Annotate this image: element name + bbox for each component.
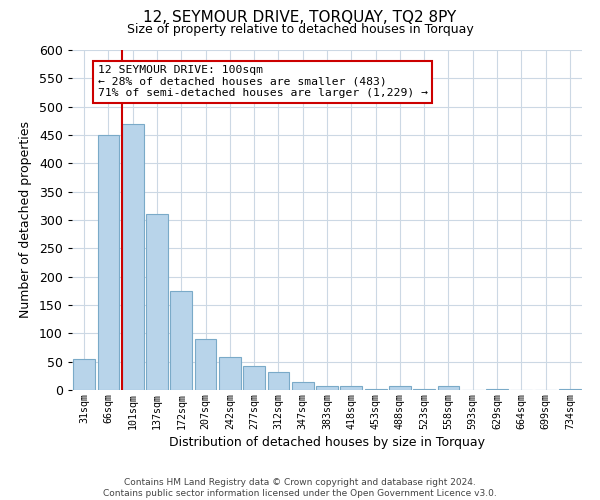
Bar	[73, 359, 95, 390]
Bar	[316, 386, 338, 390]
Text: Contains HM Land Registry data © Crown copyright and database right 2024.
Contai: Contains HM Land Registry data © Crown c…	[103, 478, 497, 498]
Bar	[219, 357, 241, 390]
Bar	[268, 372, 289, 390]
Bar	[486, 389, 508, 390]
Text: 12, SEYMOUR DRIVE, TORQUAY, TQ2 8PY: 12, SEYMOUR DRIVE, TORQUAY, TQ2 8PY	[143, 10, 457, 25]
Bar	[389, 386, 411, 390]
Bar	[437, 386, 460, 390]
Text: Size of property relative to detached houses in Torquay: Size of property relative to detached ho…	[127, 22, 473, 36]
Bar	[97, 135, 119, 390]
Bar	[340, 386, 362, 390]
X-axis label: Distribution of detached houses by size in Torquay: Distribution of detached houses by size …	[169, 436, 485, 448]
Text: 12 SEYMOUR DRIVE: 100sqm
← 28% of detached houses are smaller (483)
71% of semi-: 12 SEYMOUR DRIVE: 100sqm ← 28% of detach…	[97, 66, 427, 98]
Bar	[365, 389, 386, 390]
Y-axis label: Number of detached properties: Number of detached properties	[19, 122, 32, 318]
Bar	[194, 339, 217, 390]
Bar	[170, 291, 192, 390]
Bar	[292, 382, 314, 390]
Bar	[146, 214, 168, 390]
Bar	[413, 389, 435, 390]
Bar	[243, 366, 265, 390]
Bar	[122, 124, 143, 390]
Bar	[559, 389, 581, 390]
